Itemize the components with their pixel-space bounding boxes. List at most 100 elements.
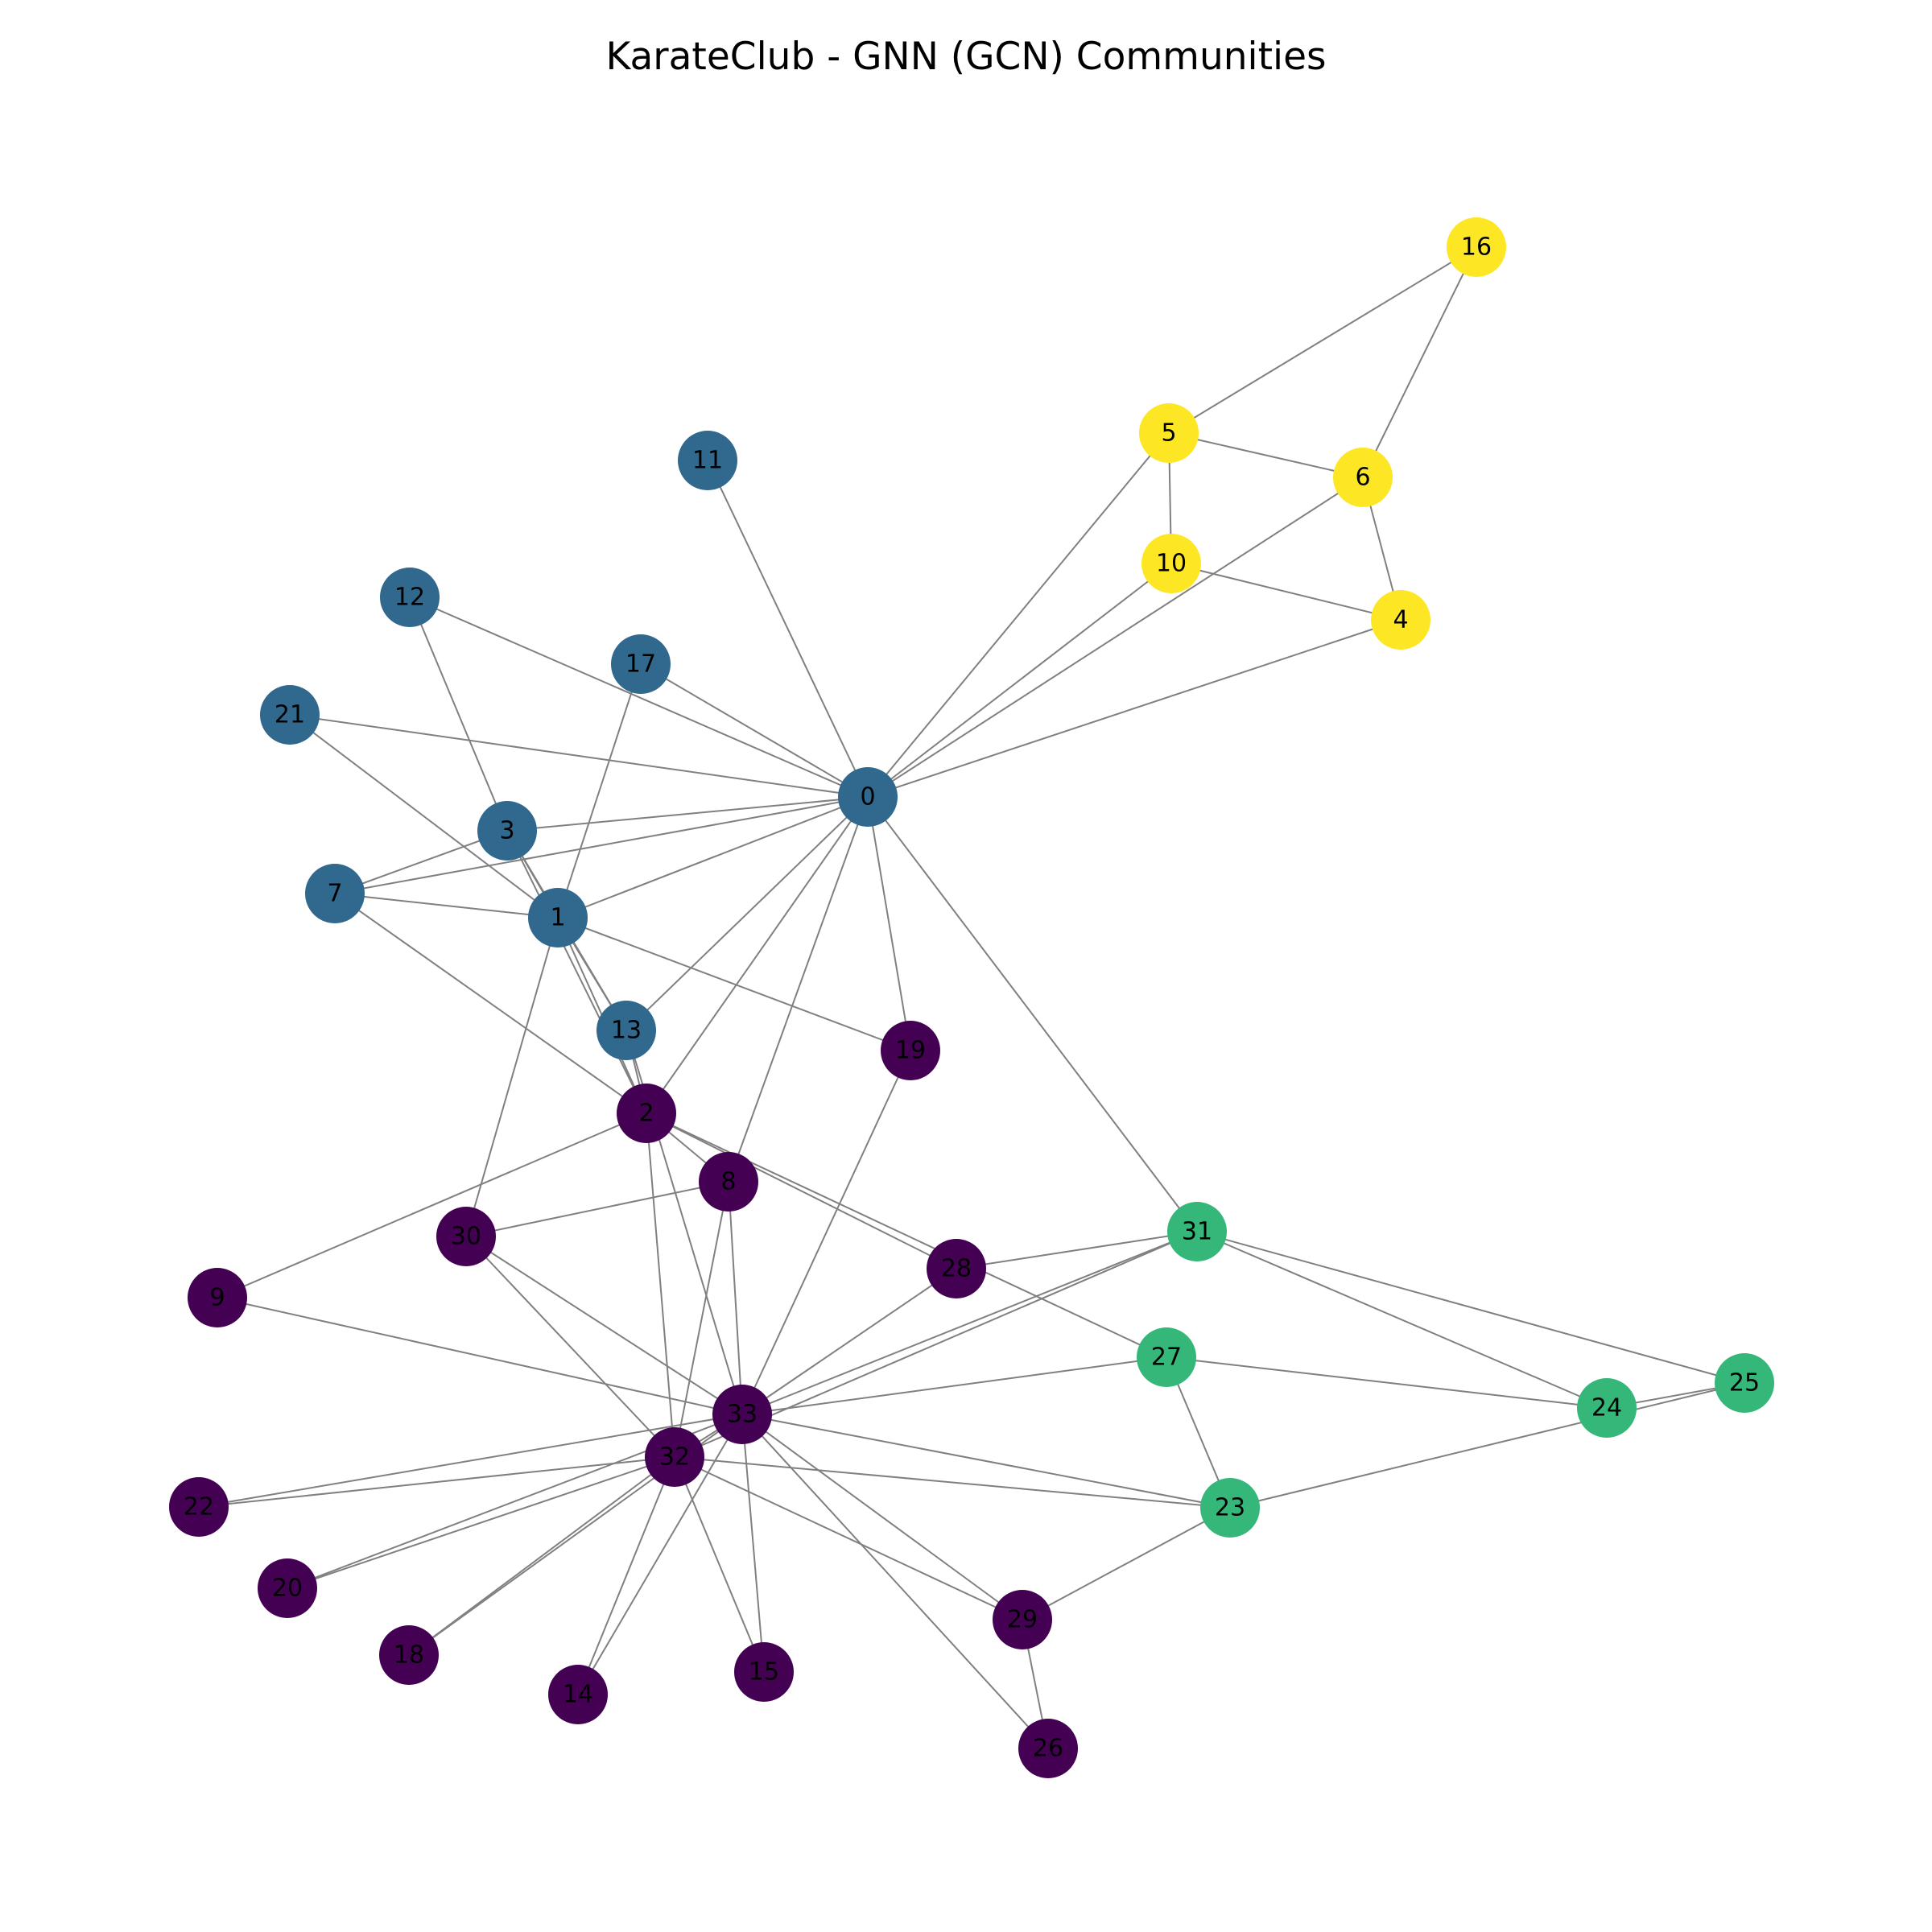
edge-5-16 [1168, 246, 1477, 434]
node-23: 23 [1200, 1478, 1260, 1538]
node-label-33: 33 [727, 1401, 758, 1429]
node-19: 19 [881, 1021, 940, 1080]
edge-29-32 [674, 1456, 1023, 1620]
node-circle-21 [260, 685, 320, 745]
node-label-8: 8 [720, 1168, 736, 1196]
edge-0-19 [867, 796, 911, 1051]
node-circle-17 [611, 634, 671, 694]
node-10: 10 [1141, 534, 1201, 593]
node-label-6: 6 [1355, 464, 1370, 492]
node-circle-28 [927, 1239, 986, 1298]
node-circle-29 [993, 1590, 1052, 1649]
edge-31-33 [741, 1231, 1198, 1415]
node-label-5: 5 [1161, 419, 1176, 448]
node-label-23: 23 [1215, 1494, 1245, 1522]
node-circle-0 [838, 767, 898, 827]
node-circle-1 [528, 888, 588, 947]
node-25: 25 [1715, 1353, 1774, 1413]
edge-24-31 [1196, 1231, 1608, 1409]
edge-1-30 [465, 917, 559, 1237]
node-8: 8 [699, 1152, 758, 1212]
node-label-2: 2 [638, 1100, 654, 1128]
node-14: 14 [548, 1665, 608, 1724]
node-17: 17 [611, 634, 671, 694]
edge-29-33 [741, 1414, 1023, 1620]
node-circle-12 [380, 568, 440, 627]
node-label-15: 15 [749, 1658, 779, 1686]
node-label-19: 19 [895, 1037, 926, 1065]
node-circle-14 [548, 1665, 608, 1724]
edge-18-32 [408, 1456, 675, 1656]
node-26: 26 [1018, 1719, 1078, 1778]
edge-0-12 [409, 597, 869, 798]
node-label-30: 30 [451, 1223, 481, 1251]
chart-title: KarateClub - GNN (GCN) Communities [606, 35, 1327, 79]
node-circle-22 [169, 1477, 229, 1537]
node-27: 27 [1137, 1327, 1196, 1387]
node-label-22: 22 [184, 1493, 214, 1521]
node-13: 13 [597, 1001, 656, 1060]
node-29: 29 [993, 1590, 1052, 1649]
node-label-13: 13 [611, 1017, 642, 1045]
node-1: 1 [528, 888, 588, 947]
node-label-21: 21 [275, 701, 305, 729]
edge-0-5 [867, 432, 1170, 798]
node-label-11: 11 [692, 447, 723, 475]
node-circle-30 [436, 1207, 496, 1266]
node-20: 20 [258, 1558, 317, 1618]
edge-0-21 [289, 714, 869, 798]
node-5: 5 [1139, 403, 1199, 463]
node-22: 22 [169, 1477, 229, 1537]
node-4: 4 [1371, 590, 1430, 650]
edge-0-10 [867, 563, 1172, 798]
edge-2-27 [646, 1113, 1167, 1358]
edge-2-32 [646, 1113, 675, 1458]
node-circle-20 [258, 1558, 317, 1618]
edge-0-17 [640, 663, 869, 798]
edge-1-17 [557, 663, 642, 919]
edge-0-11 [707, 460, 869, 798]
node-circle-4 [1371, 590, 1430, 650]
edge-5-6 [1168, 432, 1364, 478]
edge-1-21 [289, 714, 559, 919]
node-label-20: 20 [272, 1575, 303, 1603]
node-label-26: 26 [1033, 1735, 1063, 1763]
node-0: 0 [838, 767, 898, 827]
node-33: 33 [712, 1385, 772, 1444]
edge-0-13 [625, 796, 869, 1031]
node-31: 31 [1167, 1202, 1227, 1261]
edge-23-29 [1022, 1507, 1231, 1620]
edge-20-32 [287, 1456, 675, 1589]
edge-23-25 [1229, 1382, 1745, 1509]
node-7: 7 [305, 864, 365, 923]
edge-14-32 [577, 1456, 675, 1695]
node-label-29: 29 [1007, 1606, 1038, 1634]
node-circle-7 [305, 864, 365, 923]
node-circle-16 [1447, 217, 1506, 277]
edge-3-12 [409, 597, 508, 832]
node-label-3: 3 [499, 817, 514, 845]
node-circle-9 [188, 1268, 247, 1327]
edge-4-10 [1170, 563, 1402, 621]
edge-9-33 [217, 1297, 743, 1415]
node-16: 16 [1447, 217, 1506, 277]
edge-2-3 [506, 830, 647, 1114]
edge-1-19 [557, 917, 911, 1051]
edge-6-16 [1362, 246, 1477, 478]
node-circle-8 [699, 1152, 758, 1212]
node-label-16: 16 [1461, 233, 1492, 262]
node-label-12: 12 [394, 584, 425, 612]
node-circle-32 [645, 1427, 704, 1487]
node-circle-31 [1167, 1202, 1227, 1261]
edge-15-32 [674, 1456, 765, 1673]
node-32: 32 [645, 1427, 704, 1487]
edge-0-4 [867, 619, 1402, 798]
node-circle-27 [1137, 1327, 1196, 1387]
node-21: 21 [260, 685, 320, 745]
node-circle-19 [881, 1021, 940, 1080]
node-label-4: 4 [1393, 606, 1408, 634]
edge-15-33 [741, 1414, 765, 1673]
node-circle-11 [678, 431, 737, 490]
edge-19-33 [741, 1050, 911, 1415]
edge-22-33 [198, 1414, 743, 1508]
